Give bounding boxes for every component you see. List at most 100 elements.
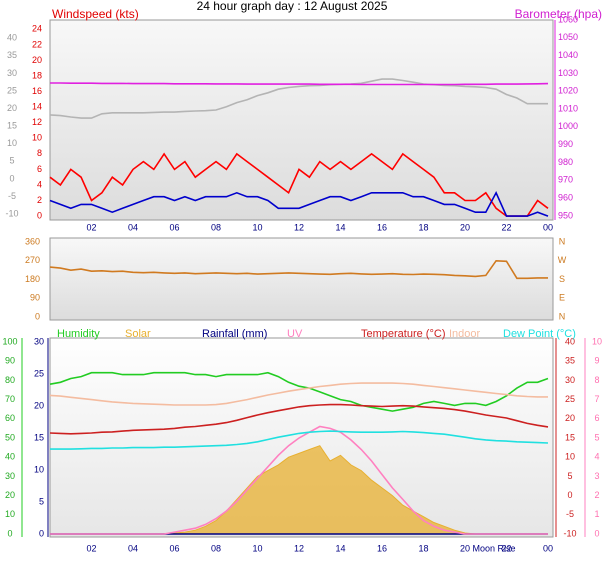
y-tick-label: 6 xyxy=(594,413,599,423)
panel-frame xyxy=(49,19,554,221)
y-tick-label: 35 xyxy=(7,50,17,60)
y-tick-label: 950 xyxy=(558,210,573,220)
y-tick-label: 270 xyxy=(25,255,40,265)
line xyxy=(49,259,548,280)
y-tick-label: 10 xyxy=(5,509,15,519)
legend-label: UV xyxy=(287,328,303,340)
y-tick-label: 22 xyxy=(32,39,42,49)
y-tick-label: 5 xyxy=(9,156,14,166)
x-tick-label: 20 xyxy=(460,222,470,232)
x-tick-label: 20 xyxy=(460,543,470,553)
y-tick-label: 0 xyxy=(37,210,42,220)
y-tick-label: 970 xyxy=(558,175,573,185)
y-tick-label: 5 xyxy=(594,432,599,442)
y-tick-label: N xyxy=(559,237,566,247)
x-tick-label: 12 xyxy=(294,543,304,553)
y-tick-label: 50 xyxy=(5,432,15,442)
y-tick-label: 30 xyxy=(7,68,17,78)
y-tick-label: 1 xyxy=(594,509,599,519)
y-axis-title: Windspeed (kts) xyxy=(52,7,139,21)
y-tick-label: 4 xyxy=(37,179,42,189)
x-tick-label: 00 xyxy=(543,222,553,232)
x-tick-label: 06 xyxy=(169,222,179,232)
x-tick-label: 04 xyxy=(128,543,138,553)
y-tick-label: 30 xyxy=(34,336,44,346)
y-tick-label: 180 xyxy=(25,274,40,284)
y-tick-label: -5 xyxy=(566,509,574,519)
line xyxy=(49,403,549,435)
y-tick-label: 8 xyxy=(594,375,599,385)
y-tick-label: -10 xyxy=(563,528,576,538)
y-tick-label: 80 xyxy=(5,375,15,385)
y-tick-label: 1050 xyxy=(558,32,578,42)
y-tick-label: 2 xyxy=(37,195,42,205)
y-tick-label: 10 xyxy=(7,138,17,148)
line xyxy=(49,371,549,412)
x-tick-label: 00 xyxy=(543,543,553,553)
y-tick-label: 90 xyxy=(5,356,15,366)
y-tick-label: 5 xyxy=(567,471,572,481)
y-tick-label: 15 xyxy=(565,432,575,442)
y-tick-label: 35 xyxy=(565,356,575,366)
x-tick-label: 10 xyxy=(253,543,263,553)
y-tick-label: S xyxy=(559,274,565,284)
y-tick-label: 40 xyxy=(565,336,575,346)
y-tick-label: 0 xyxy=(39,528,44,538)
y-tick-label: 1020 xyxy=(558,86,578,96)
y-tick-label: 7 xyxy=(594,394,599,404)
y-tick-label: 0 xyxy=(567,490,572,500)
line xyxy=(49,152,549,217)
y-tick-label: -5 xyxy=(8,191,16,201)
x-tick-label: 18 xyxy=(419,222,429,232)
y-tick-label: N xyxy=(559,311,566,321)
x-tick-label: 12 xyxy=(294,222,304,232)
y-tick-label: 1010 xyxy=(558,103,578,113)
y-tick-label: 60 xyxy=(5,413,15,423)
line xyxy=(49,78,548,119)
legend-label: Solar xyxy=(125,328,151,340)
y-tick-label: 3 xyxy=(594,471,599,481)
y-tick-label: 1000 xyxy=(558,121,578,131)
y-tick-label: 20 xyxy=(5,490,15,500)
x-tick-label: 16 xyxy=(377,222,387,232)
legend-label: Rainfall (mm) xyxy=(202,328,267,340)
x-tick-label: 22 xyxy=(502,543,512,553)
legend-label: Indoor xyxy=(449,328,481,340)
x-tick-label: 16 xyxy=(377,543,387,553)
y-tick-label: 10 xyxy=(32,133,42,143)
y-tick-label: 8 xyxy=(37,148,42,158)
y-tick-label: 960 xyxy=(558,192,573,202)
y-tick-label: 0 xyxy=(9,173,14,183)
x-tick-label: 10 xyxy=(253,222,263,232)
x-tick-label: 02 xyxy=(86,543,96,553)
y-tick-label: 12 xyxy=(32,117,42,127)
y-tick-label: 0 xyxy=(594,528,599,538)
y-tick-label: 25 xyxy=(565,394,575,404)
y-tick-label: 25 xyxy=(7,85,17,95)
line xyxy=(50,425,548,535)
y-tick-label: 4 xyxy=(594,452,599,462)
y-tick-label: E xyxy=(559,293,565,303)
line xyxy=(49,190,549,217)
x-tick-label: 08 xyxy=(211,222,221,232)
y-tick-label: 40 xyxy=(7,33,17,43)
y-tick-label: 20 xyxy=(7,103,17,113)
y-tick-label: 14 xyxy=(32,102,42,112)
y-tick-label: 25 xyxy=(34,368,44,378)
y-tick-label: 90 xyxy=(30,293,40,303)
y-tick-label: 1030 xyxy=(558,68,578,78)
x-tick-label: 04 xyxy=(128,222,138,232)
y-tick-label: 40 xyxy=(5,452,15,462)
y-tick-label: 10 xyxy=(565,452,575,462)
y-tick-label: 0 xyxy=(7,528,12,538)
y-tick-label: 1040 xyxy=(558,50,578,60)
y-tick-label: 18 xyxy=(32,70,42,80)
y-tick-label: 2 xyxy=(594,490,599,500)
y-tick-label: W xyxy=(558,255,567,265)
y-tick-label: 0 xyxy=(35,311,40,321)
y-tick-label: 15 xyxy=(34,432,44,442)
y-tick-label: 360 xyxy=(25,237,40,247)
x-tick-label: 14 xyxy=(336,222,346,232)
y-tick-label: 70 xyxy=(5,394,15,404)
